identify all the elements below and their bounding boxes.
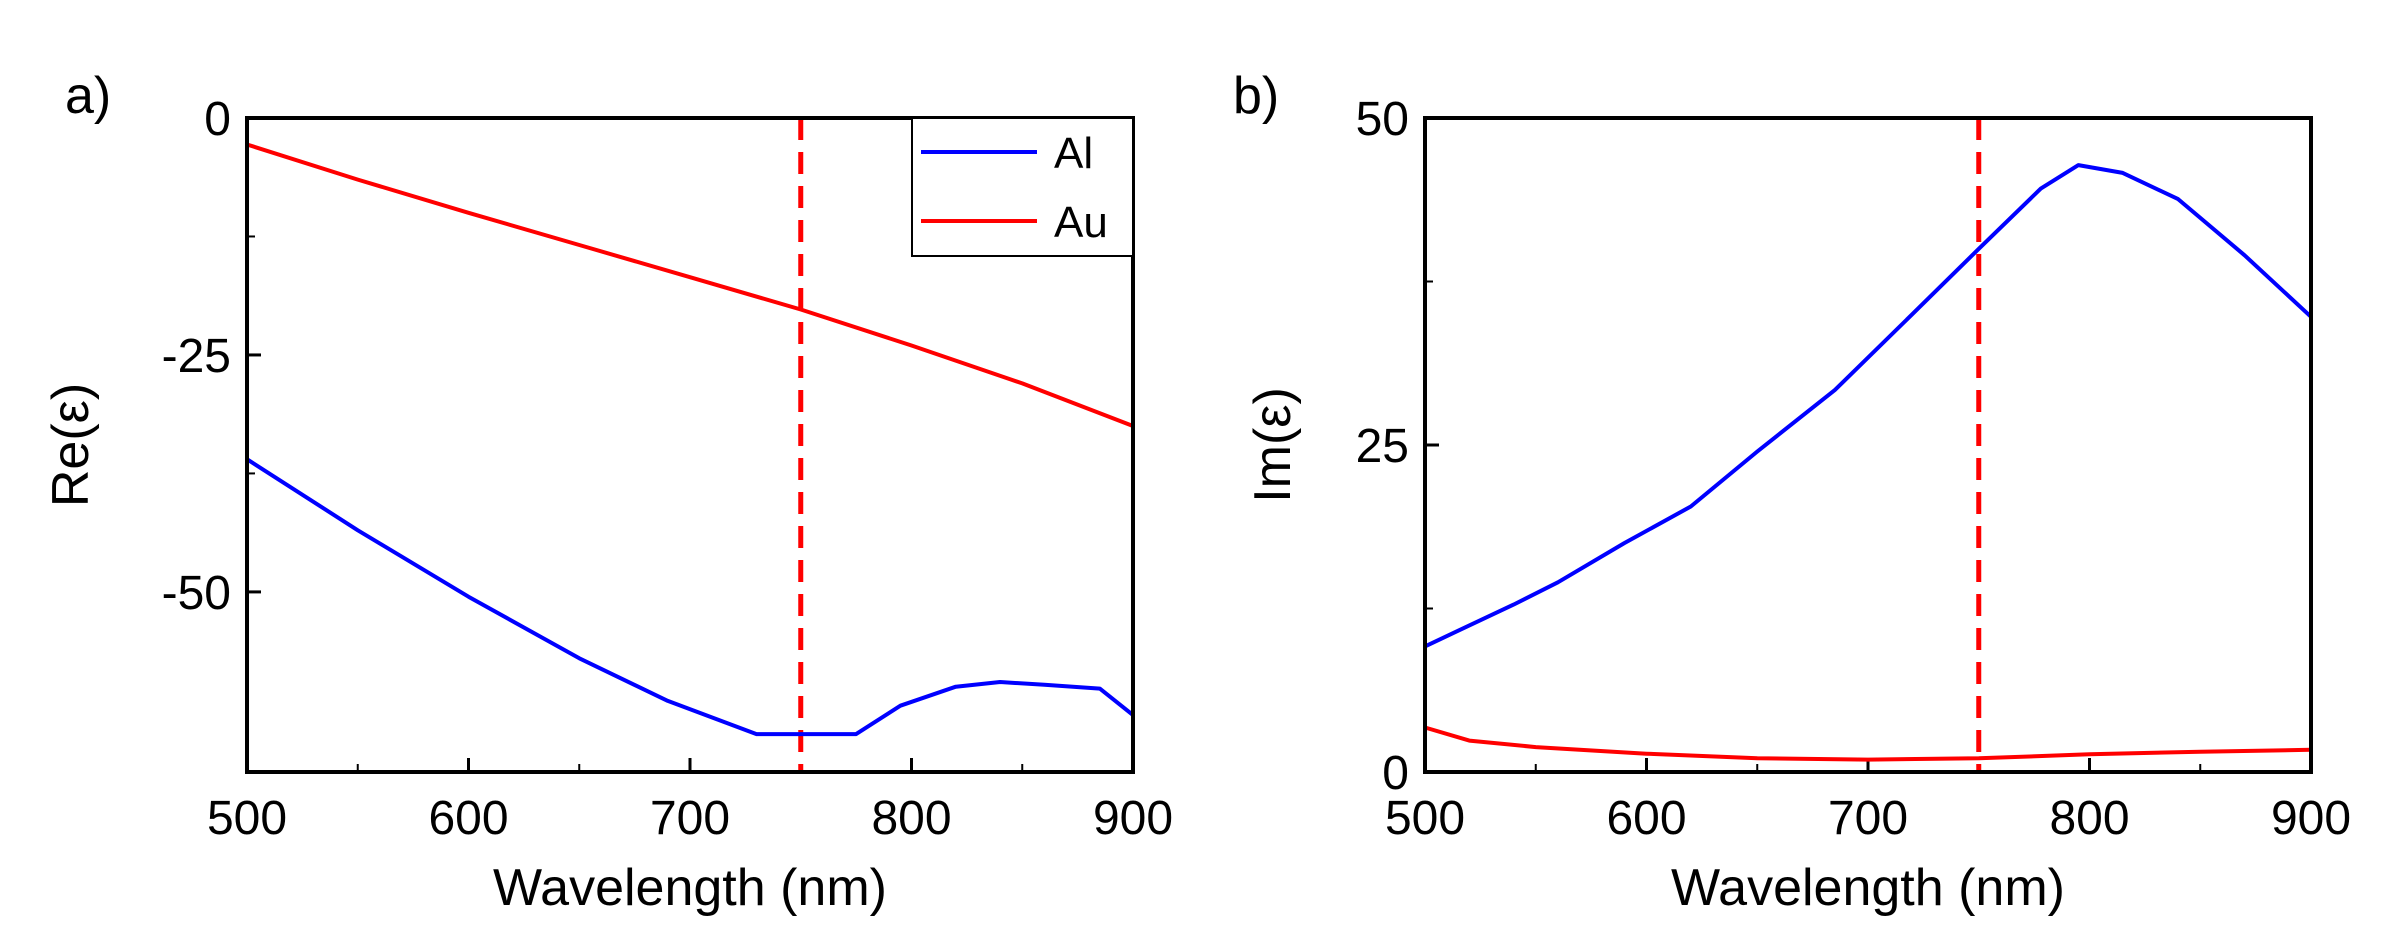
panel-b-y-tick-labels: 0 25 50 (1356, 93, 1409, 800)
y-tick-label-a-1: -25 (162, 330, 231, 383)
x-tick-label-b-2: 700 (1828, 792, 1908, 845)
panel-a-plot-frame (245, 116, 1135, 774)
x-tick-label-b-3: 800 (2049, 792, 2129, 845)
legend-label-al: Al (1054, 129, 1093, 178)
panel-b-label: b) (1233, 67, 1279, 125)
panel-a-legend: Al Au (911, 117, 1134, 257)
legend-label-au: Au (1054, 198, 1108, 247)
y-tick-label-a-0: 0 (204, 93, 231, 146)
panel-a-x-ticks (245, 758, 1135, 772)
panel-a-y-ticks (247, 116, 261, 594)
panel-b-x-tick-labels: 500 600 700 800 900 (1385, 792, 2351, 845)
y-tick-label-b-1: 25 (1356, 420, 1409, 473)
panel-b-y-axis-title: Im(ε) (1244, 387, 1302, 503)
y-tick-label-b-2: 50 (1356, 93, 1409, 146)
panel-b-y-ticks (1425, 116, 1439, 774)
panel-a-x-axis-title: Wavelength (nm) (493, 859, 887, 917)
legend-box (911, 117, 1134, 257)
x-tick-label-a-0: 500 (207, 792, 287, 845)
y-tick-label-a-2: -50 (162, 567, 231, 620)
panel-a-minor-ticks (247, 235, 1024, 772)
panel-b-au-line (1424, 725, 2312, 762)
panel-a-y-tick-labels: 0 -25 -50 (162, 93, 231, 620)
x-tick-label-b-1: 600 (1606, 792, 1686, 845)
panel-b-al-line (1424, 163, 2313, 649)
x-tick-label-b-4: 900 (2271, 792, 2351, 845)
x-tick-label-a-2: 700 (650, 792, 730, 845)
panel-b-plot-frame (1423, 116, 2313, 774)
panel-b-x-axis-title: Wavelength (nm) (1671, 859, 2065, 917)
y-tick-label-b-0: 0 (1382, 747, 1409, 800)
panel-a-y-axis-title: Re(ε) (42, 383, 100, 507)
panel-a-au-line (246, 142, 1134, 428)
panel-a-al-line (245, 457, 1135, 737)
panel-b-minor-ticks (1425, 280, 2202, 772)
x-tick-label-a-3: 800 (871, 792, 951, 845)
panel-a-x-tick-labels: 500 600 700 800 900 (207, 792, 1173, 845)
panel-a: a) 0 -25 -50 (42, 67, 1173, 917)
x-tick-label-b-0: 500 (1385, 792, 1465, 845)
x-tick-label-a-1: 600 (428, 792, 508, 845)
panel-a-label: a) (65, 67, 111, 125)
x-tick-label-a-4: 900 (1093, 792, 1173, 845)
panel-b: b) 0 25 50 (1233, 67, 2351, 917)
